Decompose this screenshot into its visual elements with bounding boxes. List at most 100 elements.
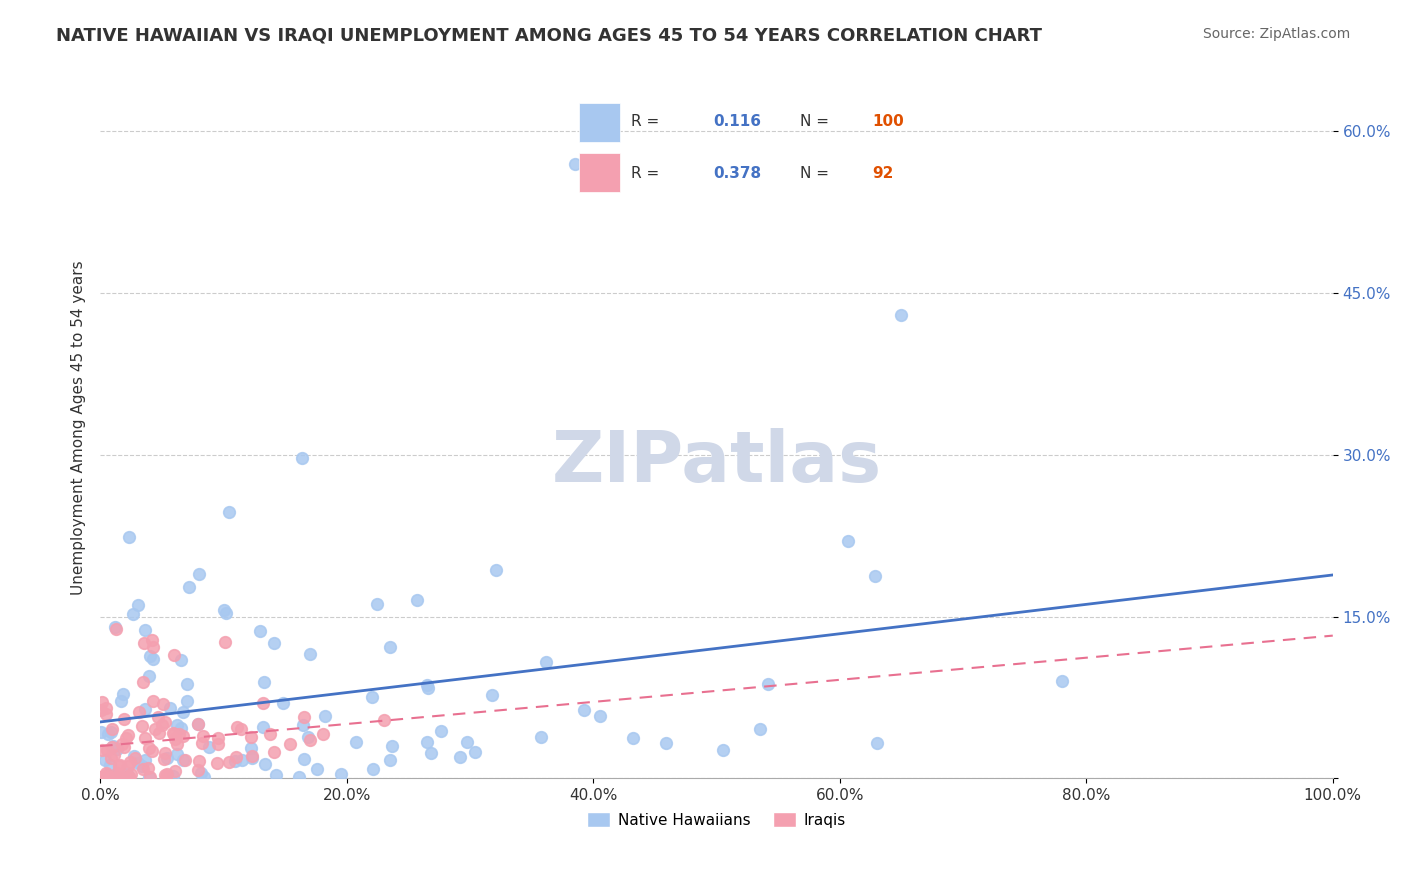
Iraqis	[138, 741, 160, 756]
Native Hawaiians	[224, 755, 246, 769]
Native Hawaiians	[330, 767, 353, 781]
Native Hawaiians	[837, 533, 859, 548]
Iraqis	[104, 622, 127, 636]
Iraqis	[163, 731, 186, 746]
Iraqis	[91, 770, 114, 784]
Iraqis	[143, 722, 166, 736]
Iraqis	[214, 635, 236, 649]
Iraqis	[153, 747, 176, 761]
Native Hawaiians	[530, 731, 553, 745]
Native Hawaiians	[291, 717, 314, 731]
Native Hawaiians	[142, 652, 165, 666]
Native Hawaiians	[418, 681, 440, 695]
Native Hawaiians	[111, 687, 134, 701]
Iraqis	[90, 770, 112, 784]
Native Hawaiians	[155, 751, 177, 765]
Iraqis	[152, 697, 174, 711]
Text: ZIPatlas: ZIPatlas	[551, 428, 882, 498]
Iraqis	[162, 725, 184, 739]
Native Hawaiians	[214, 606, 236, 620]
Iraqis	[187, 717, 209, 731]
Iraqis	[162, 727, 184, 741]
Iraqis	[153, 752, 176, 766]
Native Hawaiians	[406, 592, 429, 607]
Native Hawaiians	[288, 770, 311, 784]
Iraqis	[187, 763, 209, 777]
Native Hawaiians	[198, 740, 221, 755]
Iraqis	[153, 768, 176, 782]
Native Hawaiians	[134, 701, 156, 715]
Text: Source: ZipAtlas.com: Source: ZipAtlas.com	[1202, 27, 1350, 41]
Native Hawaiians	[97, 727, 120, 741]
Native Hawaiians	[378, 753, 401, 767]
Native Hawaiians	[380, 640, 402, 654]
Native Hawaiians	[1050, 674, 1073, 689]
Native Hawaiians	[564, 157, 586, 171]
Legend: Native Hawaiians, Iraqis: Native Hawaiians, Iraqis	[581, 805, 852, 834]
Iraqis	[155, 770, 177, 784]
Iraqis	[100, 740, 122, 755]
Iraqis	[252, 696, 274, 710]
Iraqis	[103, 748, 125, 763]
Iraqis	[187, 754, 209, 768]
Native Hawaiians	[291, 450, 314, 465]
Iraqis	[110, 770, 132, 784]
Native Hawaiians	[366, 597, 388, 611]
Native Hawaiians	[218, 505, 240, 519]
Iraqis	[90, 770, 112, 784]
Iraqis	[263, 745, 285, 759]
Iraqis	[231, 722, 253, 736]
Iraqis	[373, 713, 395, 727]
Native Hawaiians	[105, 770, 128, 784]
Native Hawaiians	[711, 743, 734, 757]
Native Hawaiians	[117, 767, 139, 781]
Iraqis	[91, 695, 114, 709]
Iraqis	[117, 758, 139, 772]
Iraqis	[292, 710, 315, 724]
Native Hawaiians	[655, 736, 678, 750]
Native Hawaiians	[253, 675, 276, 690]
Iraqis	[96, 742, 118, 756]
Iraqis	[124, 750, 146, 764]
Iraqis	[298, 733, 321, 747]
Iraqis	[163, 764, 186, 779]
Native Hawaiians	[170, 721, 193, 735]
Y-axis label: Unemployment Among Ages 45 to 54 years: Unemployment Among Ages 45 to 54 years	[72, 260, 86, 595]
Iraqis	[167, 727, 190, 741]
Native Hawaiians	[464, 745, 486, 759]
Native Hawaiians	[105, 741, 128, 756]
Native Hawaiians	[748, 723, 770, 737]
Iraqis	[128, 705, 150, 719]
Native Hawaiians	[212, 603, 235, 617]
Native Hawaiians	[381, 739, 404, 754]
Native Hawaiians	[240, 751, 263, 765]
Iraqis	[90, 770, 112, 784]
Iraqis	[225, 750, 247, 764]
Iraqis	[111, 770, 134, 784]
Iraqis	[117, 770, 139, 784]
Native Hawaiians	[485, 563, 508, 577]
Native Hawaiians	[254, 757, 277, 772]
Native Hawaiians	[131, 758, 153, 772]
Native Hawaiians	[127, 598, 149, 612]
Iraqis	[138, 761, 160, 775]
Iraqis	[139, 770, 162, 784]
Native Hawaiians	[344, 735, 367, 749]
Iraqis	[91, 743, 114, 757]
Iraqis	[141, 632, 163, 647]
Iraqis	[156, 767, 179, 781]
Iraqis	[96, 701, 118, 715]
Native Hawaiians	[866, 735, 889, 749]
Iraqis	[172, 729, 194, 743]
Native Hawaiians	[117, 770, 139, 784]
Iraqis	[100, 751, 122, 765]
Native Hawaiians	[169, 653, 191, 667]
Iraqis	[148, 726, 170, 740]
Iraqis	[120, 766, 142, 780]
Native Hawaiians	[240, 740, 263, 755]
Native Hawaiians	[863, 568, 886, 582]
Iraqis	[166, 737, 188, 751]
Iraqis	[132, 674, 155, 689]
Iraqis	[100, 770, 122, 784]
Native Hawaiians	[118, 530, 141, 544]
